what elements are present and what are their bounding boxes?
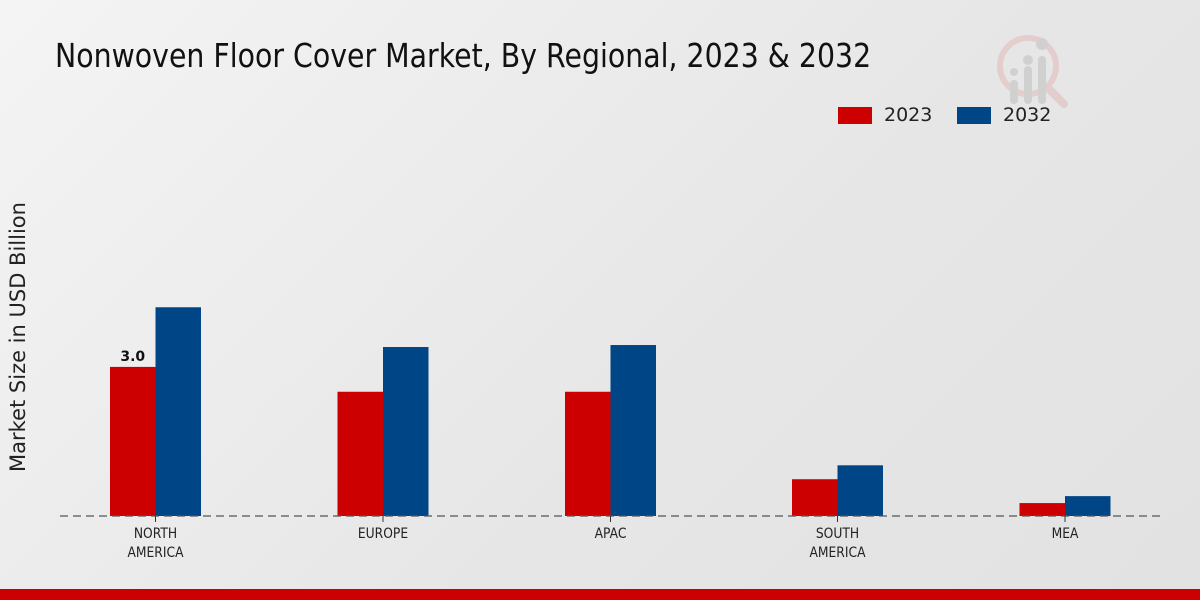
x-tick-label: AMERICA [127,545,183,561]
x-tick-label: EUROPE [358,526,408,542]
bar-2023-europe [337,391,383,516]
bar-2032-europe [383,347,429,516]
bar-2023-apac [565,391,611,516]
bar-2023-mea [1019,503,1065,516]
x-tick-label: AMERICA [809,545,865,561]
bottom-accent-bar [0,589,1200,600]
bar-2032-south-america [837,465,883,516]
logo-watermark [997,35,1068,108]
legend-item-2032: 2032 [957,104,1051,126]
x-tick-label: MEA [1052,526,1079,542]
legend-swatch-2032 [957,106,991,124]
x-tick-label: APAC [595,526,627,542]
bar-2032-north-america [155,307,201,516]
legend-label-2023: 2023 [884,104,933,126]
legend-swatch-2023 [838,106,872,124]
legend-item-2023: 2023 [838,104,932,126]
bar-2023-south-america [792,479,838,516]
bar-2032-apac [610,345,656,516]
x-tick-label: SOUTH [816,526,859,542]
legend-label-2032: 2032 [1003,104,1052,126]
bar-2023-north-america [110,366,156,516]
bar-2032-mea [1065,496,1111,516]
chart-title: Nonwoven Floor Cover Market, By Regional… [55,36,872,75]
x-tick-label: NORTH [134,526,177,542]
data-label: 3.0 [120,349,145,365]
